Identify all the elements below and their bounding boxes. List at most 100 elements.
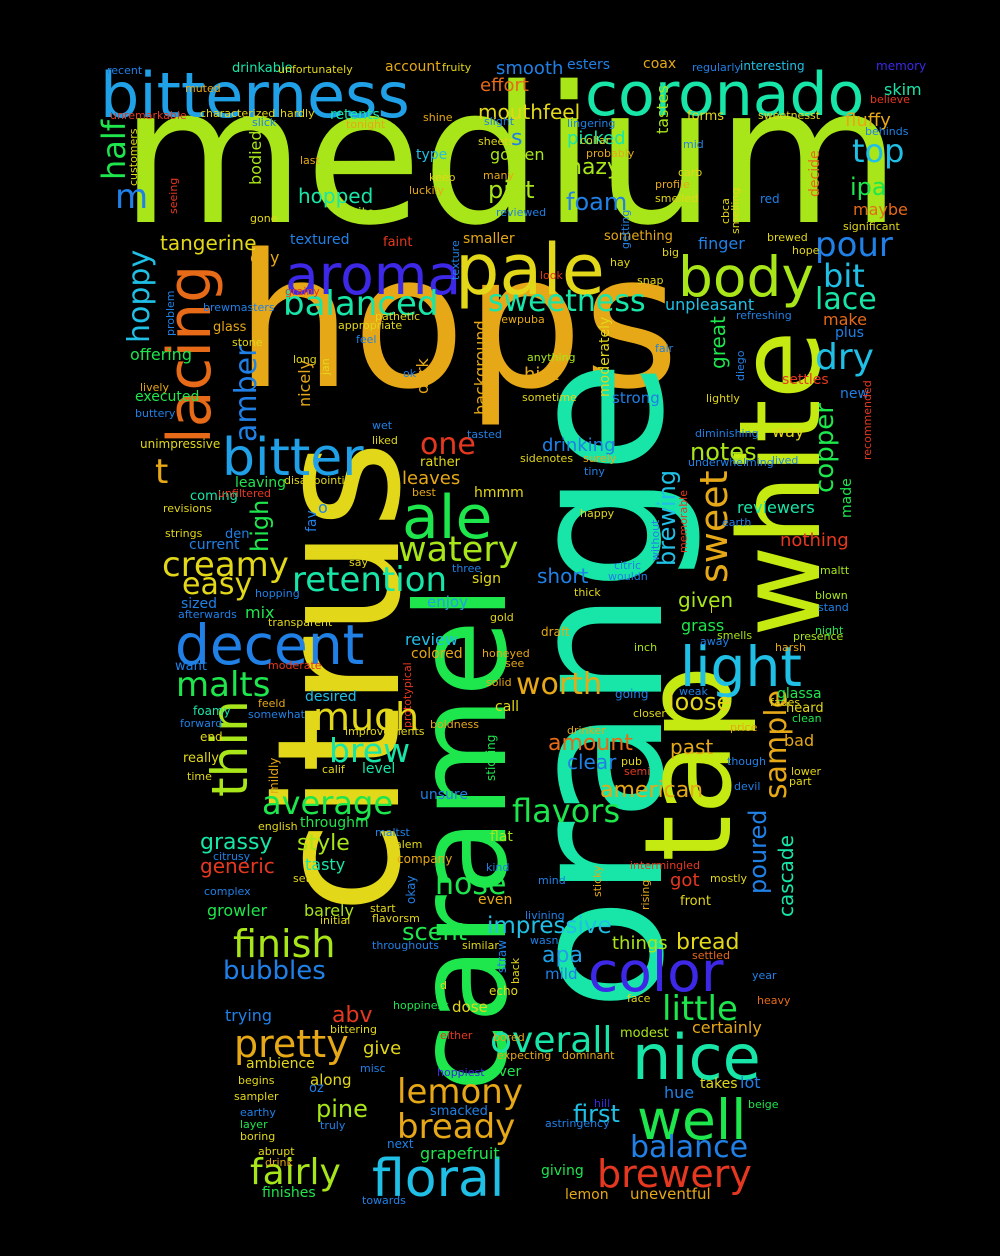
word-harsh: harsh: [775, 641, 806, 654]
word-tonight: tonight: [346, 118, 386, 131]
word-alem: alem: [395, 838, 423, 851]
word-mid: mid: [683, 138, 704, 151]
word-bread: bread: [676, 930, 740, 955]
word-dominant: dominant: [562, 1049, 615, 1062]
word-unimpressive: unimpressive: [140, 437, 221, 451]
word-maltst: maltst: [375, 826, 410, 839]
word-front: front: [680, 894, 711, 909]
word-shine: shine: [423, 111, 453, 124]
word-bittering: bittering: [330, 1023, 377, 1036]
word-towards: towards: [362, 1194, 406, 1207]
word-revisions: revisions: [163, 502, 212, 515]
word-foam: foam: [566, 188, 628, 216]
word-tiny: tiny: [584, 465, 605, 478]
word-smelled: smelled: [655, 192, 699, 205]
word-make: make: [823, 310, 867, 329]
word-lemon: lemon: [565, 1187, 609, 1203]
word-collar: collar: [580, 134, 611, 147]
word-unsure: unsure: [420, 787, 468, 803]
word-price: price: [730, 721, 758, 734]
word-notes: notes: [690, 438, 757, 466]
word-earthy: earthy: [240, 1106, 276, 1119]
word-bad: bad: [784, 731, 815, 750]
word-half: half: [95, 119, 133, 180]
word-thick: thick: [574, 586, 601, 599]
word-brewery: brewery: [597, 1152, 752, 1196]
word-sized: sized: [181, 596, 218, 612]
word-truly: truly: [320, 1119, 346, 1132]
word-made: made: [839, 478, 855, 518]
word-lemony: lemony: [397, 1072, 523, 1112]
word-memory: memory: [876, 59, 927, 73]
word-ipa: ipa: [850, 173, 887, 201]
word-fav: fav: [304, 510, 320, 532]
word-grapefruit: grapefruit: [420, 1144, 500, 1163]
word-buttery: buttery: [135, 407, 176, 420]
word-problem: problem: [164, 290, 177, 336]
word-lot: lot: [740, 1073, 761, 1092]
word-way: way: [772, 422, 805, 441]
word-lace: lace: [815, 282, 877, 317]
word-l: l: [710, 603, 714, 616]
word-hopping: hopping: [255, 587, 300, 600]
word-abv: abv: [332, 1003, 373, 1028]
word-big: big: [662, 246, 680, 259]
word-see: see: [505, 657, 525, 670]
word-honeyed: honeyed: [482, 647, 530, 660]
word-nicely: nicely: [295, 359, 314, 407]
word-malts: malts: [176, 665, 271, 705]
word-amount: amount: [548, 731, 633, 756]
word-red: red: [760, 192, 780, 206]
word-drinker: drinker: [567, 724, 606, 737]
word-improvements: improvements: [345, 725, 425, 738]
word-things: things: [612, 933, 668, 954]
word-worth: worth: [516, 667, 603, 702]
word-grass: grass: [681, 616, 725, 635]
word-top: top: [852, 132, 905, 170]
word-unpleasant: unpleasant: [665, 295, 755, 314]
word-reviewers: reviewers: [737, 498, 815, 517]
word-sweetness: sweetness: [488, 284, 646, 319]
word-really: really: [183, 751, 219, 766]
word-scent: scent: [402, 918, 468, 946]
word-textured: textured: [290, 232, 350, 248]
word-given: given: [678, 588, 734, 612]
word-got: got: [670, 870, 700, 891]
word-pale: pale: [455, 229, 605, 311]
word-strong: strong: [612, 389, 660, 407]
word-account: account: [385, 59, 441, 75]
word-first: first: [573, 1100, 620, 1128]
word-hazy: hazy: [568, 155, 620, 180]
word-gold: gold: [490, 611, 514, 624]
word-coronado: coronado: [585, 60, 865, 130]
word-end: end: [200, 730, 223, 744]
word-bored: bored: [493, 1031, 525, 1044]
word-night: night: [815, 624, 844, 637]
word-three: three: [452, 562, 482, 575]
word-set: set: [293, 872, 310, 885]
word-nothing: nothing: [780, 530, 849, 551]
word-certainly: certainly: [692, 1018, 762, 1037]
word-initial: initial: [320, 914, 351, 927]
word-boldness: boldness: [430, 718, 479, 731]
word-slight: slight: [484, 115, 515, 128]
word-impressive: impressive: [487, 913, 612, 939]
word-grassy: grassy: [200, 830, 273, 855]
word-call: call: [495, 699, 520, 715]
word-drink: drink: [265, 1156, 293, 1169]
word-bit: bit: [823, 257, 865, 295]
word-fair: fair: [655, 342, 674, 355]
word-hay: hay: [610, 256, 631, 269]
word-lower: lower: [791, 765, 822, 778]
word-texture: texture: [449, 240, 462, 280]
word-ok: ok: [403, 367, 417, 380]
word-smooth: smooth: [496, 58, 564, 79]
word-brewmasters: brewmasters: [203, 301, 275, 314]
word-poured: poured: [744, 809, 772, 894]
word-oz: oz: [309, 1081, 324, 1096]
word-wouldn: wouldn: [608, 570, 648, 583]
word-begins: begins: [238, 1074, 275, 1087]
word-effort: effort: [480, 75, 529, 96]
word-customers: customers: [127, 128, 140, 186]
word-earth: earth: [722, 516, 752, 529]
